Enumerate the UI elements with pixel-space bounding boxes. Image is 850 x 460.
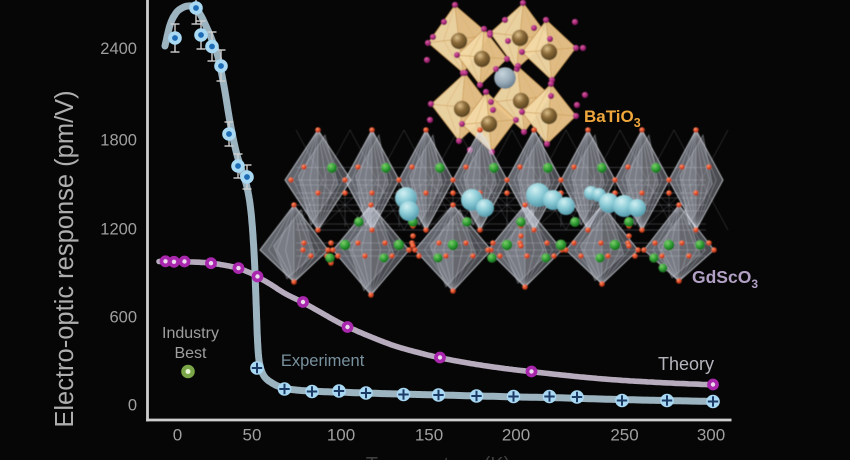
- svg-text:2400: 2400: [100, 40, 137, 58]
- svg-text:Industry: Industry: [162, 325, 219, 342]
- svg-text:50: 50: [243, 426, 262, 445]
- svg-text:Temperature (K): Temperature (K): [366, 454, 511, 460]
- svg-text:150: 150: [415, 426, 443, 445]
- svg-text:1200: 1200: [100, 220, 137, 238]
- svg-text:Theory: Theory: [658, 354, 714, 374]
- svg-text:Experiment: Experiment: [281, 352, 365, 370]
- svg-text:Electro-optic response (pm/V): Electro-optic response (pm/V): [51, 90, 79, 427]
- svg-text:1800: 1800: [100, 131, 137, 149]
- svg-text:600: 600: [109, 308, 137, 326]
- svg-text:0: 0: [128, 396, 137, 414]
- svg-text:BaTiO3: BaTiO3: [584, 107, 641, 130]
- svg-text:250: 250: [610, 426, 638, 445]
- svg-text:Best: Best: [174, 345, 207, 362]
- svg-text:300: 300: [697, 426, 725, 445]
- svg-text:0: 0: [173, 426, 182, 445]
- svg-text:200: 200: [502, 426, 530, 445]
- svg-text:100: 100: [327, 426, 355, 445]
